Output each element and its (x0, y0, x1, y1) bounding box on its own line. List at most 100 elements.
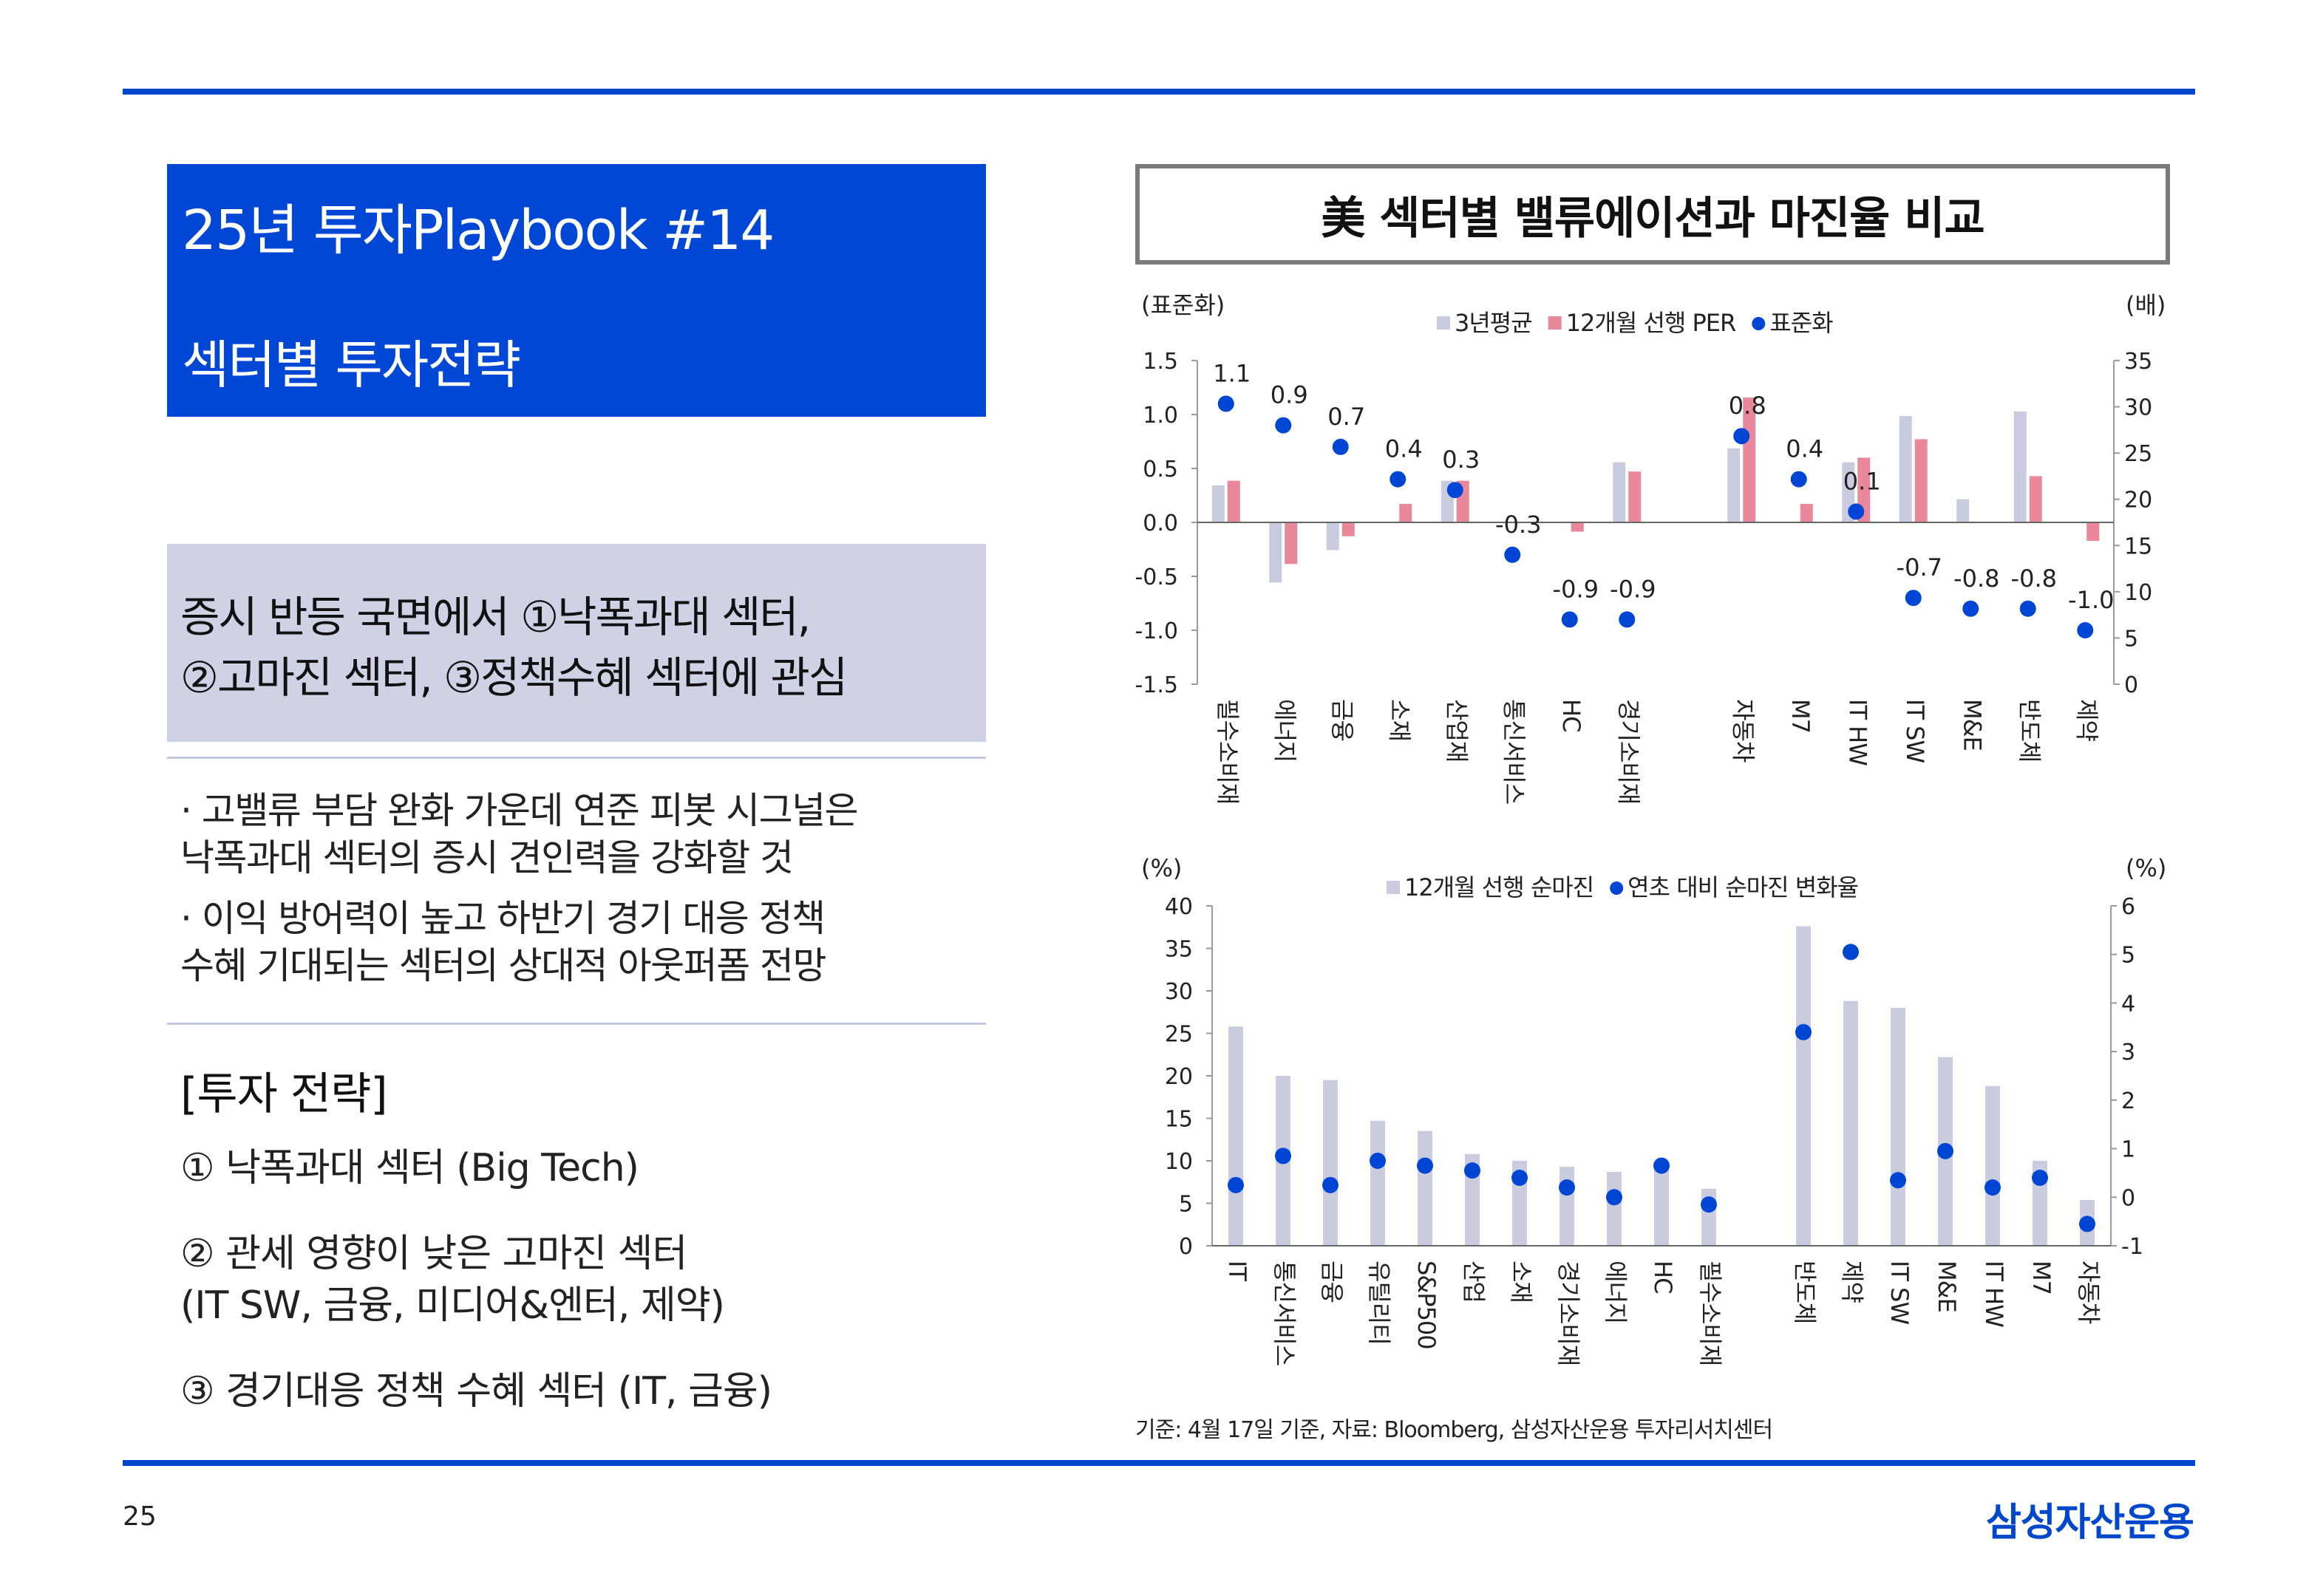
bar-2 (1399, 503, 1412, 522)
category-label: 필수소비재 (1696, 1261, 1724, 1365)
category-label: 경기소비재 (1614, 699, 1642, 804)
data-label: 0.4 (1786, 435, 1823, 463)
data-label: -0.7 (1897, 553, 1942, 582)
bar-1 (1211, 485, 1225, 522)
left-tick-label: 15 (1165, 1107, 1193, 1133)
left-tick-label: 20 (1165, 1064, 1193, 1090)
left-tick-label: 30 (1165, 979, 1193, 1005)
bar-1 (1727, 448, 1741, 522)
key-message-box: 증시 반등 국면에서 ①낙폭과대 섹터, ②고마진 섹터, ③정책수혜 섹터에 … (167, 544, 986, 742)
data-label: -1.0 (2068, 586, 2114, 614)
right-tick-label: 30 (2124, 395, 2152, 421)
bar-2 (1628, 471, 1642, 522)
data-point (1733, 428, 1750, 445)
category-label: M&E (1933, 1261, 1961, 1312)
category-label: M7 (2027, 1261, 2055, 1295)
category-label: 유틸리티 (1365, 1261, 1393, 1345)
category-label: 반도체 (1791, 1261, 1819, 1323)
bar-2 (1341, 522, 1355, 536)
left-tick-label: 35 (1165, 937, 1193, 963)
data-point (1937, 1142, 1953, 1159)
right-tick-label: 1 (2121, 1137, 2135, 1163)
category-label: 자동차 (2075, 1261, 2103, 1324)
key-message-line: 증시 반등 국면에서 ①낙폭과대 섹터, (180, 592, 811, 642)
right-tick-label: 25 (2124, 441, 2152, 467)
category-label: HC (1557, 699, 1585, 732)
data-point (1795, 1023, 1812, 1040)
right-tick-label: 6 (2121, 894, 2135, 920)
right-tick-label: 5 (2121, 943, 2135, 969)
left-tick-label: 25 (1165, 1022, 1193, 1048)
legend-marker (1610, 881, 1624, 895)
data-point (1511, 1170, 1528, 1186)
right-tick-label: 5 (2124, 626, 2138, 652)
data-point (1275, 417, 1292, 434)
left-tick-label: -0.5 (1135, 565, 1178, 590)
right-tick-label: 10 (2124, 580, 2152, 606)
brand-logo: 삼성자산운용 (1985, 1501, 2194, 1545)
data-point (1843, 944, 1859, 961)
category-label: S&P500 (1412, 1261, 1441, 1349)
category-label: 통신서비스 (1271, 1261, 1299, 1365)
bar-2 (1571, 522, 1584, 532)
data-point (1561, 611, 1578, 628)
data-point (1275, 1147, 1291, 1164)
top-rule (123, 89, 2195, 95)
bullet-line: · 고밸류 부담 완화 가운데 연준 피봇 시그널은 (180, 789, 859, 832)
bullet-line: 낙폭과대 섹터의 증시 견인력을 강화할 것 (180, 836, 794, 879)
right-tick-label: 2 (2121, 1088, 2135, 1114)
bar-1 (1891, 1008, 1905, 1246)
bar-1 (1843, 1000, 1858, 1246)
category-label: 산업 (1460, 1261, 1488, 1303)
data-label: -0.8 (1953, 565, 1999, 593)
data-label: -0.8 (2011, 565, 2057, 593)
category-label: 제약 (2072, 699, 2101, 741)
category-label: 통신서비스 (1500, 699, 1528, 804)
strategy-item: ① 낙폭과대 섹터 (Big Tech) (180, 1146, 639, 1190)
left-axis-unit: (%) (1141, 854, 1182, 882)
strategy-item: ② 관세 영향이 낮은 고마진 섹터 (180, 1232, 687, 1276)
strategy-item: (IT SW, 금융, 미디어&엔터, 제약) (180, 1283, 725, 1328)
legend-marker (1387, 881, 1400, 894)
category-label: 에너지 (1271, 699, 1299, 762)
data-point (1322, 1176, 1339, 1193)
category-label: IT HW (1843, 699, 1871, 765)
left-tick-label: -1.5 (1135, 672, 1178, 698)
legend-label: 연초 대비 순마진 변화율 (1628, 873, 1858, 901)
bar-1 (1985, 1085, 2000, 1246)
right-tick-label: 15 (2124, 533, 2152, 559)
bar-2 (1743, 398, 1756, 522)
left-tick-label: 0.5 (1143, 457, 1178, 482)
left-tick-label: -1.0 (1135, 618, 1178, 644)
category-label: IT SW (1885, 1261, 1914, 1324)
data-label: 0.8 (1729, 392, 1766, 420)
category-label: IT (1223, 1261, 1251, 1281)
bar-1 (1796, 926, 1811, 1246)
key-message-line: ②고마진 섹터, ③정책수혜 섹터에 관심 (180, 652, 848, 703)
category-label: HC (1649, 1261, 1677, 1293)
data-label: -0.3 (1495, 511, 1541, 539)
data-point (2077, 622, 2094, 638)
right-tick-label: 4 (2121, 991, 2135, 1017)
category-label: 경기소비재 (1554, 1261, 1582, 1365)
category-label: 산업재 (1443, 699, 1471, 762)
right-tick-label: 0 (2124, 672, 2138, 698)
left-tick-label: 1.5 (1143, 349, 1178, 375)
data-point (1446, 482, 1463, 499)
left-axis-unit: (표준화) (1141, 291, 1225, 319)
legend-marker (1548, 316, 1562, 330)
slide-title: 25년 투자Playbook #14 (182, 199, 775, 262)
bar-1 (1418, 1130, 1432, 1246)
legend-label: 3년평균 (1455, 309, 1532, 337)
data-point (1790, 471, 1807, 488)
data-point (1464, 1162, 1480, 1179)
right-axis-unit: (배) (2126, 291, 2166, 319)
bar-1 (1326, 522, 1339, 550)
right-tick-label: 0 (2121, 1185, 2135, 1211)
page-number: 25 (123, 1501, 157, 1532)
left-tick-label: 0 (1179, 1234, 1193, 1260)
bar-1 (1956, 499, 1970, 522)
data-point (1653, 1157, 1670, 1174)
bar-1 (1607, 1171, 1622, 1246)
data-point (1417, 1157, 1433, 1174)
